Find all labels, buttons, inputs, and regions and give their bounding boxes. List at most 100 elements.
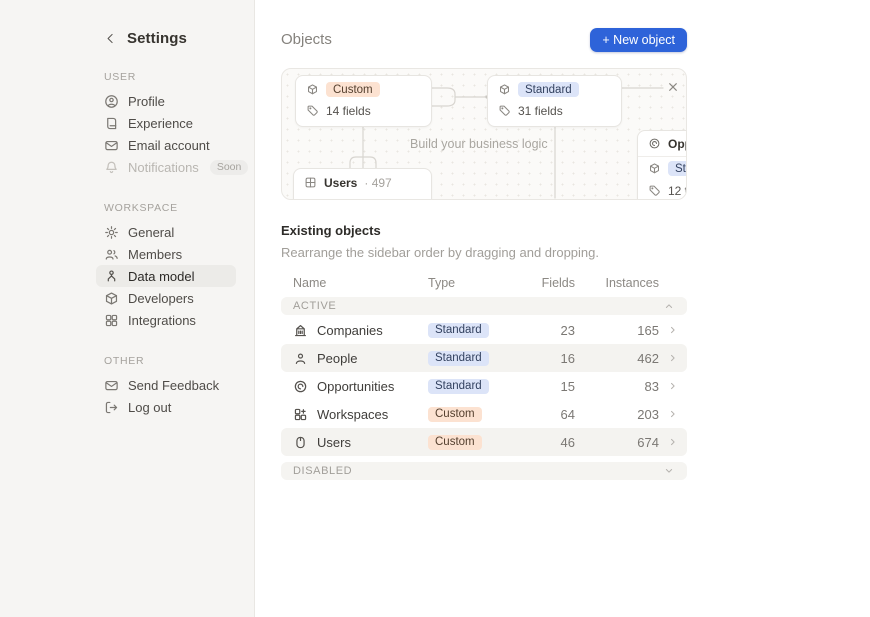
sidebar-item-log-out[interactable]: Log out [96,396,236,418]
fields-count: 64 [560,406,575,422]
sidebar-item-label: General [128,224,175,240]
people-icon [104,247,119,262]
sidebar-title: Settings [127,29,187,47]
standard-object-card[interactable]: Standard 31 fields [487,75,622,127]
sidebar-item-notifications: Notifications Soon [96,156,249,178]
envelope-icon [104,378,119,393]
table-row[interactable]: Users Custom 46 674 [281,428,687,456]
sidebar-item-developers[interactable]: Developers [96,287,236,309]
object-name: Users [324,175,358,190]
chevron-right-icon[interactable] [659,324,687,336]
existing-objects-subtitle: Rearrange the sidebar order by dragging … [281,245,599,260]
sidebar-item-email-account[interactable]: Email account [96,134,236,156]
type-badge: Standard [428,350,489,366]
sidebar-item-experience[interactable]: Experience [96,112,236,134]
column-header-type: Type [428,275,456,290]
back-chevron-icon[interactable] [104,32,117,45]
bell-icon [104,160,119,175]
sidebar-item-label: Developers [128,290,194,306]
sidebar-item-profile[interactable]: Profile [96,90,236,112]
existing-objects-title: Existing objects [281,223,381,238]
sidebar-item-send-feedback[interactable]: Send Feedback [96,374,236,396]
sidebar-item-label: Experience [128,115,194,131]
diagram-caption: Build your business logic [410,137,548,151]
chevron-right-icon[interactable] [659,380,687,392]
object-name: Opportunities [317,378,395,394]
sidebar-item-label: Log out [128,399,172,415]
type-badge: Standard [428,378,489,394]
instances-count: 165 [637,322,659,338]
tag-icon [498,104,511,117]
profile-icon [104,94,119,109]
column-header-instances: Instances [605,275,659,290]
type-badge: Standard [668,161,686,176]
object-name: Companies [317,322,383,338]
close-icon[interactable] [666,80,680,94]
sidebar-item-members[interactable]: Members [96,243,236,265]
column-header-name: Name [293,275,327,290]
sidebar-item-integrations[interactable]: Integrations [96,309,236,331]
opportunities-object-card[interactable]: Opportunities Standard 12 fields [637,130,686,199]
instances-count: 83 [644,378,659,394]
soon-badge: Soon [209,159,249,175]
instances-count: 462 [637,350,659,366]
type-badge: Custom [428,406,482,422]
table-header: Name Type Fields Instances [281,274,687,291]
field-count: 31 fields [518,103,563,118]
sidebar-item-general[interactable]: General [96,221,236,243]
building-icon [293,323,317,338]
fields-count: 46 [560,434,575,450]
tag-icon [306,104,319,117]
target-icon [293,379,317,394]
field-count: 14 fields [326,103,371,118]
section-label-other: OTHER [104,355,145,367]
instances-count: 674 [637,434,659,450]
grid-icon [104,313,119,328]
sidebar-item-label: Integrations [128,312,196,328]
record-count: · 497 [364,175,392,190]
sidebar-item-data-model[interactable]: Data model [96,265,236,287]
data-model-diagram: Build your business logic Custom 14 fiel… [281,68,687,200]
table-row[interactable]: Workspaces Custom 64 203 [281,400,687,428]
cube-icon [498,83,511,96]
gear-icon [104,225,119,240]
table-row[interactable]: Companies Standard 23 165 [281,316,687,344]
main-panel: Objects + New object Build your business… [255,0,870,617]
sidebar-item-label: Notifications [128,159,199,175]
chevron-up-icon [663,300,675,312]
type-badge: Standard [428,322,489,338]
new-object-button[interactable]: + New object [590,27,687,52]
settings-header: Settings [96,29,236,47]
chevron-right-icon[interactable] [659,352,687,364]
chevron-right-icon[interactable] [659,436,687,448]
group-header-disabled[interactable]: DISABLED [281,462,687,480]
type-badge: Custom [428,434,482,450]
group-header-active[interactable]: ACTIVE [281,297,687,315]
table-icon [304,176,317,189]
chevron-right-icon[interactable] [659,408,687,420]
page-title: Objects [281,31,332,48]
section-label-user: USER [104,71,136,83]
sidebar-item-label: Data model [128,268,195,284]
grid-plus-icon [293,407,317,422]
custom-object-card[interactable]: Custom 14 fields [295,75,432,127]
envelope-icon [104,138,119,153]
users-object-card[interactable]: Users · 497 [293,168,432,199]
section-label-workspace: WORKSPACE [104,202,178,214]
table-row[interactable]: People Standard 16 462 [281,344,687,372]
book-icon [104,116,119,131]
object-name: People [317,350,358,366]
cube-icon [306,83,319,96]
fields-count: 15 [560,378,575,394]
mouse-icon [293,435,317,450]
package-icon [104,291,119,306]
table-row[interactable]: Opportunities Standard 15 83 [281,372,687,400]
sidebar-item-label: Email account [128,137,210,153]
target-icon [648,137,661,150]
field-count: 12 fields [668,183,686,198]
type-badge: Standard [518,82,579,97]
instances-count: 203 [637,406,659,422]
fields-count: 23 [560,322,575,338]
settings-sidebar: Settings USER Profile Experience Email a… [0,0,255,617]
chevron-down-icon [663,465,675,477]
